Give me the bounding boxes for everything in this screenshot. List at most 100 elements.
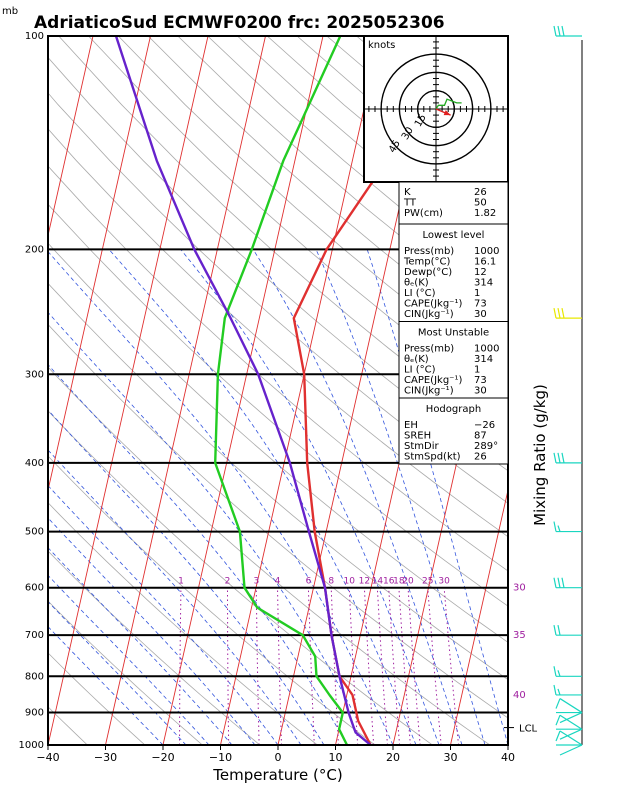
dry-adiabat — [48, 600, 203, 745]
index-value: 16.1 — [474, 257, 496, 268]
barb-flag — [557, 577, 561, 588]
mixing-ratio-label: 14 — [372, 577, 384, 587]
index-label: EH — [404, 420, 418, 431]
dry-adiabat — [48, 652, 146, 745]
lcl-label: LCL — [519, 724, 538, 735]
indices-section-heading: Hodograph — [426, 404, 481, 415]
dry-adiabat — [48, 56, 508, 472]
wind-barb — [555, 730, 583, 756]
index-value: 50 — [474, 198, 487, 209]
index-label: Press(mb) — [404, 246, 454, 257]
barb-flag — [559, 698, 583, 714]
theta-e-label: 40 — [513, 690, 526, 701]
dry-adiabat — [48, 242, 508, 643]
moist-adiabat — [48, 363, 348, 745]
index-value: −26 — [474, 420, 495, 431]
theta-e-label: 35 — [513, 630, 526, 641]
barb-flag — [555, 698, 561, 709]
hodograph-ring-label: 30 — [400, 125, 416, 142]
index-label: TT — [403, 198, 417, 209]
index-value: 26 — [474, 187, 487, 198]
moist-adiabat — [48, 311, 371, 745]
hodograph-ring-label: 15 — [413, 112, 429, 129]
moist-adiabat — [108, 249, 417, 745]
index-value: 1000 — [474, 344, 499, 355]
mixing-ratio-label: 16 — [383, 577, 395, 587]
mixing-ratio-line — [427, 587, 442, 745]
indices-section-heading: Lowest level — [423, 230, 485, 241]
pressure-tick-label: 700 — [25, 630, 44, 641]
index-value: 73 — [474, 299, 487, 310]
mixing-ratio-line — [255, 587, 260, 745]
index-label: Temp(°C) — [403, 257, 451, 268]
wind-barb — [555, 698, 583, 724]
mixing-ratio-label: 8 — [328, 577, 334, 587]
index-label: CAPE(Jkg⁻¹) — [404, 375, 462, 386]
mixing-ratio-label: 3 — [253, 577, 259, 587]
indices-section-box — [398, 321, 509, 399]
barb-flag — [557, 625, 561, 636]
hodograph-trace — [435, 98, 462, 110]
indices-section-heading: Most Unstable — [418, 328, 489, 339]
wind-barb — [553, 452, 582, 464]
wind-barbs — [553, 25, 583, 756]
storm-motion-arrowhead — [443, 110, 451, 116]
temperature-tick-label: 10 — [329, 751, 343, 764]
indices-box — [398, 181, 509, 225]
dry-adiabat — [48, 128, 508, 538]
mixing-ratio-label: 6 — [306, 577, 312, 587]
temperature-tick-label: 20 — [386, 751, 400, 764]
index-label: LI (°C) — [404, 365, 436, 376]
wind-barb — [555, 714, 583, 740]
dry-adiabat — [48, 550, 261, 745]
dry-adiabat — [48, 502, 318, 745]
index-label: LI (°C) — [404, 288, 436, 299]
barb-flag — [559, 744, 583, 756]
index-label: CIN(Jkg⁻¹) — [404, 386, 454, 397]
barb-flag — [557, 25, 561, 37]
wind-barb — [553, 666, 582, 677]
barb-flag — [553, 666, 557, 677]
wind-barb — [553, 25, 582, 37]
barb-flag — [553, 625, 557, 636]
isotherm — [450, 488, 508, 745]
wind-barb — [553, 625, 582, 636]
barb-flag — [557, 308, 561, 319]
barb-flag — [561, 452, 565, 463]
index-value: 30 — [474, 309, 487, 320]
index-value: 1.82 — [474, 208, 496, 219]
pressure-tick-label: 400 — [25, 458, 44, 469]
barb-flag — [553, 684, 557, 696]
mixing-ratio-label: 12 — [359, 577, 370, 587]
index-label: StmSpd(kt) — [404, 452, 461, 463]
mixing-ratio-label: 10 — [344, 577, 356, 587]
index-label: Press(mb) — [404, 344, 454, 355]
dry-adiabat — [48, 165, 508, 572]
wind-barb — [553, 577, 582, 589]
pressure-tick-label: 200 — [25, 244, 44, 255]
dry-adiabat — [48, 92, 508, 504]
temperature-tick-label: 40 — [501, 751, 515, 764]
barb-flag — [553, 25, 557, 37]
isotherm — [220, 36, 381, 745]
mixing-ratio-axis-label: Mixing Ratio (g/kg) — [531, 384, 549, 526]
mixing-ratio-line — [227, 587, 230, 745]
profile-line — [114, 36, 372, 745]
hodograph-plot — [364, 36, 508, 182]
dry-adiabat — [48, 366, 491, 745]
pressure-tick-label: 800 — [25, 671, 44, 682]
pressure-tick-label: 900 — [25, 708, 44, 719]
index-value: 1 — [474, 288, 480, 299]
pressure-tick-label: 600 — [25, 583, 44, 594]
chart-title: AdriaticoSud ECMWF0200 frc: 2025052306 — [34, 13, 445, 33]
pressure-tick-label: 500 — [25, 527, 44, 538]
profile-line — [292, 36, 480, 745]
dry-adiabat — [88, 36, 508, 409]
temperature-tick-label: 0 — [275, 751, 282, 764]
moist-adiabat — [48, 574, 210, 745]
index-value: 314 — [474, 278, 493, 289]
barb-flag — [561, 308, 565, 319]
index-value: 314 — [474, 354, 493, 365]
index-label: StmDir — [404, 441, 439, 452]
